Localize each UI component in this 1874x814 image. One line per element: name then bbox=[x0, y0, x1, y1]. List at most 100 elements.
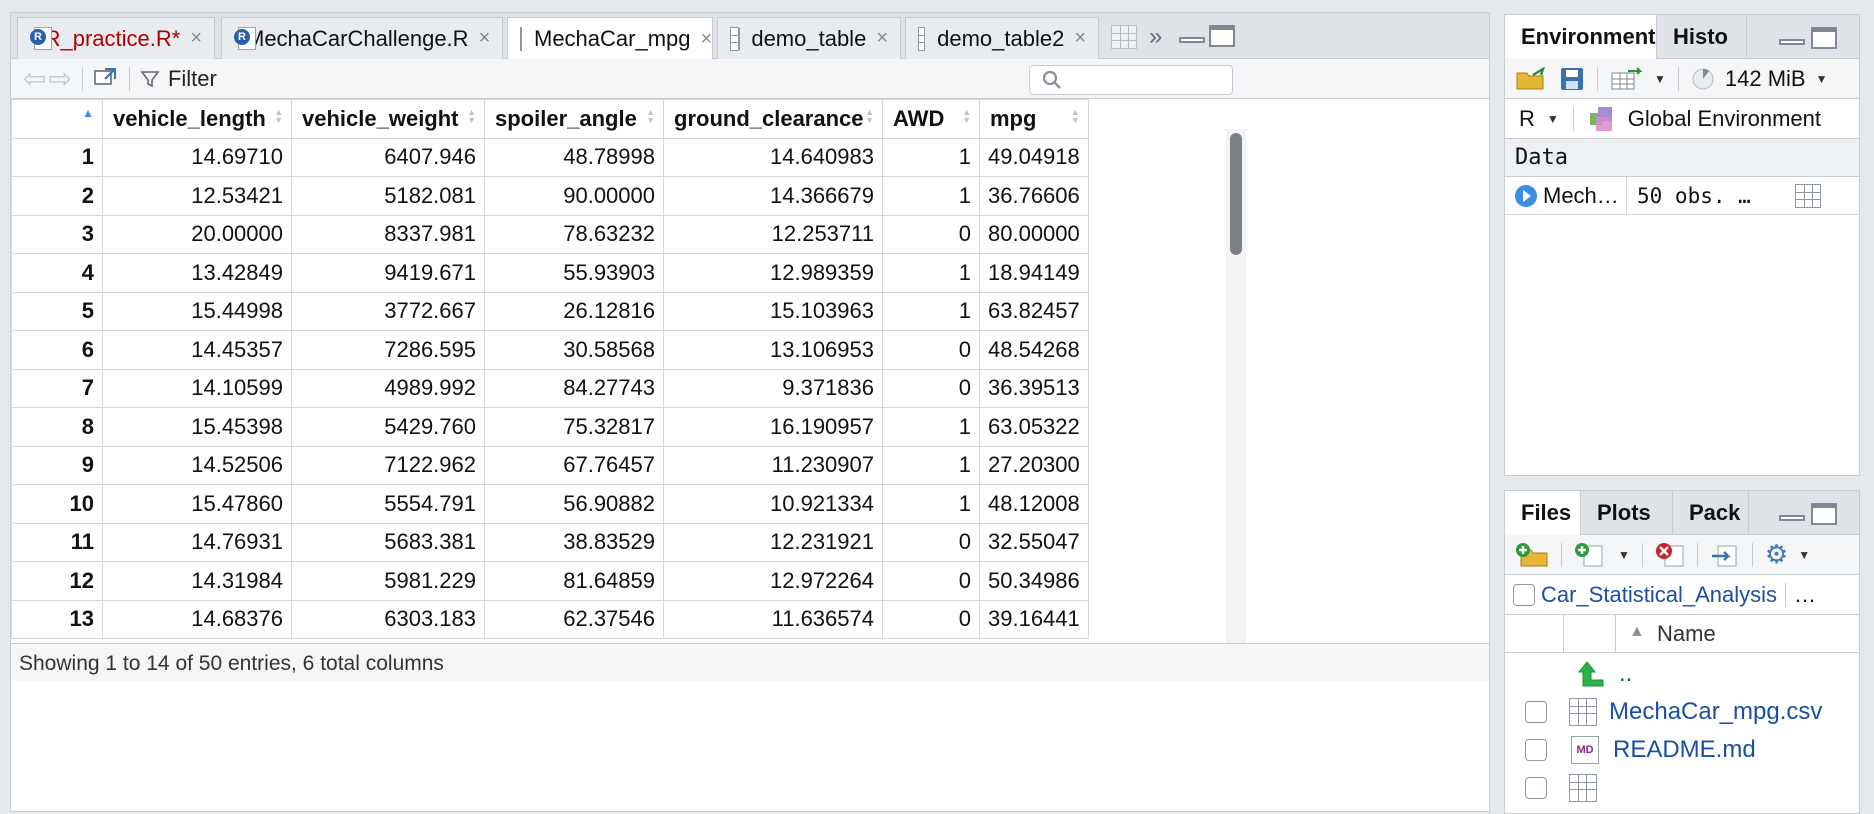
environment-pane: Environment Histo ▼ 142 MiB ▼ R ▼ Global… bbox=[1504, 14, 1860, 476]
tab-environment[interactable]: Environment bbox=[1505, 15, 1657, 59]
list-item[interactable]: MechaCar_mpg.csv bbox=[1505, 693, 1859, 731]
grid-body: 1 14.69710 6407.946 48.78998 14.640983 1 49.04… bbox=[11, 137, 1089, 639]
vertical-scrollbar[interactable] bbox=[1226, 129, 1246, 644]
list-item[interactable]: .. bbox=[1505, 655, 1859, 693]
new-folder-icon[interactable] bbox=[1515, 542, 1549, 568]
table-row[interactable]: 6 14.45357 7286.595 30.58568 13.106953 0 48.54… bbox=[11, 330, 1089, 370]
tab-history[interactable]: Histo bbox=[1657, 15, 1747, 59]
filter-button[interactable]: Filter bbox=[140, 66, 217, 92]
new-file-icon[interactable] bbox=[1574, 542, 1608, 568]
list-item[interactable] bbox=[1505, 769, 1859, 807]
table-cell: 32.55047 bbox=[979, 522, 1089, 562]
breadcrumb-folder[interactable]: Car_Statistical_Analysis bbox=[1541, 581, 1777, 607]
chevron-down-icon[interactable]: ▼ bbox=[1654, 71, 1666, 86]
name-column-header[interactable]: Name bbox=[1657, 621, 1716, 646]
table-cell: 9419.671 bbox=[291, 253, 485, 293]
files-pane: Files Plots Pack ▼ ⚙ ▼ Car_Statistical_A… bbox=[1504, 490, 1860, 814]
table-cell: 48.78998 bbox=[484, 137, 664, 177]
file-link[interactable]: README.md bbox=[1613, 736, 1756, 763]
more-icon[interactable]: … bbox=[1793, 581, 1816, 607]
table-row[interactable]: 3 20.00000 8337.981 78.63232 12.253711 0 80.00… bbox=[11, 214, 1089, 254]
file-checkbox[interactable] bbox=[1525, 739, 1547, 761]
close-icon[interactable]: × bbox=[700, 27, 713, 50]
view-table-icon[interactable] bbox=[1795, 183, 1821, 208]
column-header[interactable]: ground_clearance ▲ ▼ bbox=[663, 99, 883, 139]
table-cell: 27.20300 bbox=[979, 445, 1089, 485]
tab-demo-table[interactable]: demo_table × bbox=[717, 17, 901, 59]
maximize-icon[interactable] bbox=[1811, 27, 1837, 49]
global-environment-select[interactable]: Global Environment bbox=[1627, 105, 1821, 131]
column-header[interactable]: AWD ▲ ▼ bbox=[882, 99, 980, 139]
select-all-checkbox[interactable] bbox=[1513, 583, 1535, 606]
table-row[interactable]: 9 14.52506 7122.962 67.76457 11.230907 1 27.20… bbox=[11, 445, 1089, 485]
save-icon[interactable] bbox=[1559, 66, 1585, 92]
environment-item[interactable]: Mech… 50 obs. … bbox=[1505, 176, 1859, 215]
chevron-down-icon[interactable]: ▼ bbox=[1618, 547, 1630, 562]
column-header[interactable]: spoiler_angle ▲ ▼ bbox=[484, 99, 664, 139]
table-row[interactable]: 2 12.53421 5182.081 90.00000 14.366679 1 36.76… bbox=[11, 176, 1089, 216]
close-icon[interactable]: × bbox=[1074, 27, 1086, 49]
tab-label: Histo bbox=[1673, 24, 1728, 49]
tab-packages[interactable]: Pack bbox=[1673, 491, 1749, 535]
forward-arrow-icon[interactable]: ⇨ bbox=[48, 63, 72, 94]
table-row[interactable]: 8 15.45398 5429.760 75.32817 16.190957 1 63.05… bbox=[11, 407, 1089, 447]
open-folder-icon[interactable] bbox=[1515, 66, 1549, 91]
search-input[interactable] bbox=[1029, 65, 1233, 95]
close-icon[interactable]: × bbox=[478, 27, 491, 49]
column-header[interactable]: mpg ▲ ▼ bbox=[979, 99, 1089, 139]
environment-tabbar: Environment Histo bbox=[1505, 15, 1859, 59]
table-cell: 1 bbox=[882, 407, 980, 447]
memory-usage[interactable]: 142 MiB bbox=[1724, 65, 1806, 91]
maximize-icon[interactable] bbox=[1811, 503, 1837, 525]
table-cell: 6407.946 bbox=[291, 137, 485, 177]
table-row[interactable]: 13 14.68376 6303.183 62.37546 11.636574 0 39.1… bbox=[11, 599, 1089, 639]
file-checkbox[interactable] bbox=[1525, 701, 1547, 723]
tab-plots[interactable]: Plots bbox=[1581, 491, 1673, 535]
popout-icon[interactable] bbox=[93, 65, 119, 92]
tab-mechacar-mpg[interactable]: MechaCar_mpg × bbox=[507, 17, 713, 60]
tab-r-practice[interactable]: R R_practice.R* × bbox=[17, 17, 215, 59]
delete-icon[interactable] bbox=[1655, 542, 1685, 568]
tab-demo-table2[interactable]: demo_table2 × bbox=[905, 17, 1099, 59]
chevron-down-icon[interactable]: ▼ bbox=[1798, 547, 1811, 562]
column-header[interactable]: vehicle_weight ▲ ▼ bbox=[291, 99, 485, 139]
tab-files[interactable]: Files bbox=[1505, 491, 1581, 535]
parent-folder-link[interactable]: .. bbox=[1619, 660, 1633, 687]
back-arrow-icon[interactable]: ⇦ bbox=[23, 63, 47, 94]
table-cell: 0 bbox=[882, 522, 980, 562]
expand-icon[interactable] bbox=[1515, 184, 1537, 207]
chevron-down-icon[interactable]: ▼ bbox=[1815, 71, 1828, 86]
file-checkbox[interactable] bbox=[1525, 777, 1547, 799]
minimize-icon[interactable] bbox=[1179, 37, 1205, 43]
gear-icon[interactable]: ⚙ bbox=[1764, 539, 1789, 569]
list-item[interactable]: MD README.md bbox=[1505, 731, 1859, 769]
table-row[interactable]: 10 15.47860 5554.791 56.90882 10.921334 1 48.1… bbox=[11, 484, 1089, 524]
maximize-icon[interactable] bbox=[1209, 25, 1235, 47]
column-header[interactable]: vehicle_length ▲ ▼ bbox=[102, 99, 292, 139]
table-row[interactable]: 1 14.69710 6407.946 48.78998 14.640983 1 49.04… bbox=[11, 137, 1089, 177]
minimize-icon[interactable] bbox=[1779, 515, 1805, 521]
table-cell: 12.253711 bbox=[663, 214, 883, 254]
scrollbar-thumb[interactable] bbox=[1230, 133, 1242, 255]
divider bbox=[1561, 542, 1562, 567]
tab-mechacar-challenge[interactable]: R MechaCarChallenge.R × bbox=[221, 17, 503, 59]
table-cell: 1 bbox=[882, 484, 980, 524]
more-tabs-button[interactable]: » bbox=[1111, 23, 1162, 51]
tab-label: Files bbox=[1521, 500, 1572, 525]
file-link[interactable]: MechaCar_mpg.csv bbox=[1609, 698, 1823, 725]
minimize-icon[interactable] bbox=[1779, 39, 1805, 45]
close-icon[interactable]: × bbox=[190, 27, 202, 49]
row-number-header[interactable]: ▲ bbox=[11, 99, 103, 139]
chevron-down-icon[interactable]: ▼ bbox=[1546, 111, 1559, 126]
row-number: 2 bbox=[11, 176, 103, 216]
rename-icon[interactable] bbox=[1710, 542, 1740, 568]
close-icon[interactable]: × bbox=[876, 27, 888, 49]
table-row[interactable]: 12 14.31984 5981.229 81.64859 12.972264 0 50.3… bbox=[11, 561, 1089, 601]
table-row[interactable]: 11 14.76931 5683.381 38.83529 12.231921 0 32.5… bbox=[11, 522, 1089, 562]
table-row[interactable]: 7 14.10599 4989.992 84.27743 9.371836 0 36.395… bbox=[11, 368, 1089, 408]
table-row[interactable]: 4 13.42849 9419.671 55.93903 12.989359 1 18.94… bbox=[11, 253, 1089, 293]
column-label: AWD bbox=[893, 105, 945, 131]
language-select[interactable]: R bbox=[1519, 105, 1535, 131]
import-dataset-icon[interactable] bbox=[1610, 66, 1644, 91]
table-row[interactable]: 5 15.44998 3772.667 26.12816 15.103963 1 63.82… bbox=[11, 291, 1089, 331]
